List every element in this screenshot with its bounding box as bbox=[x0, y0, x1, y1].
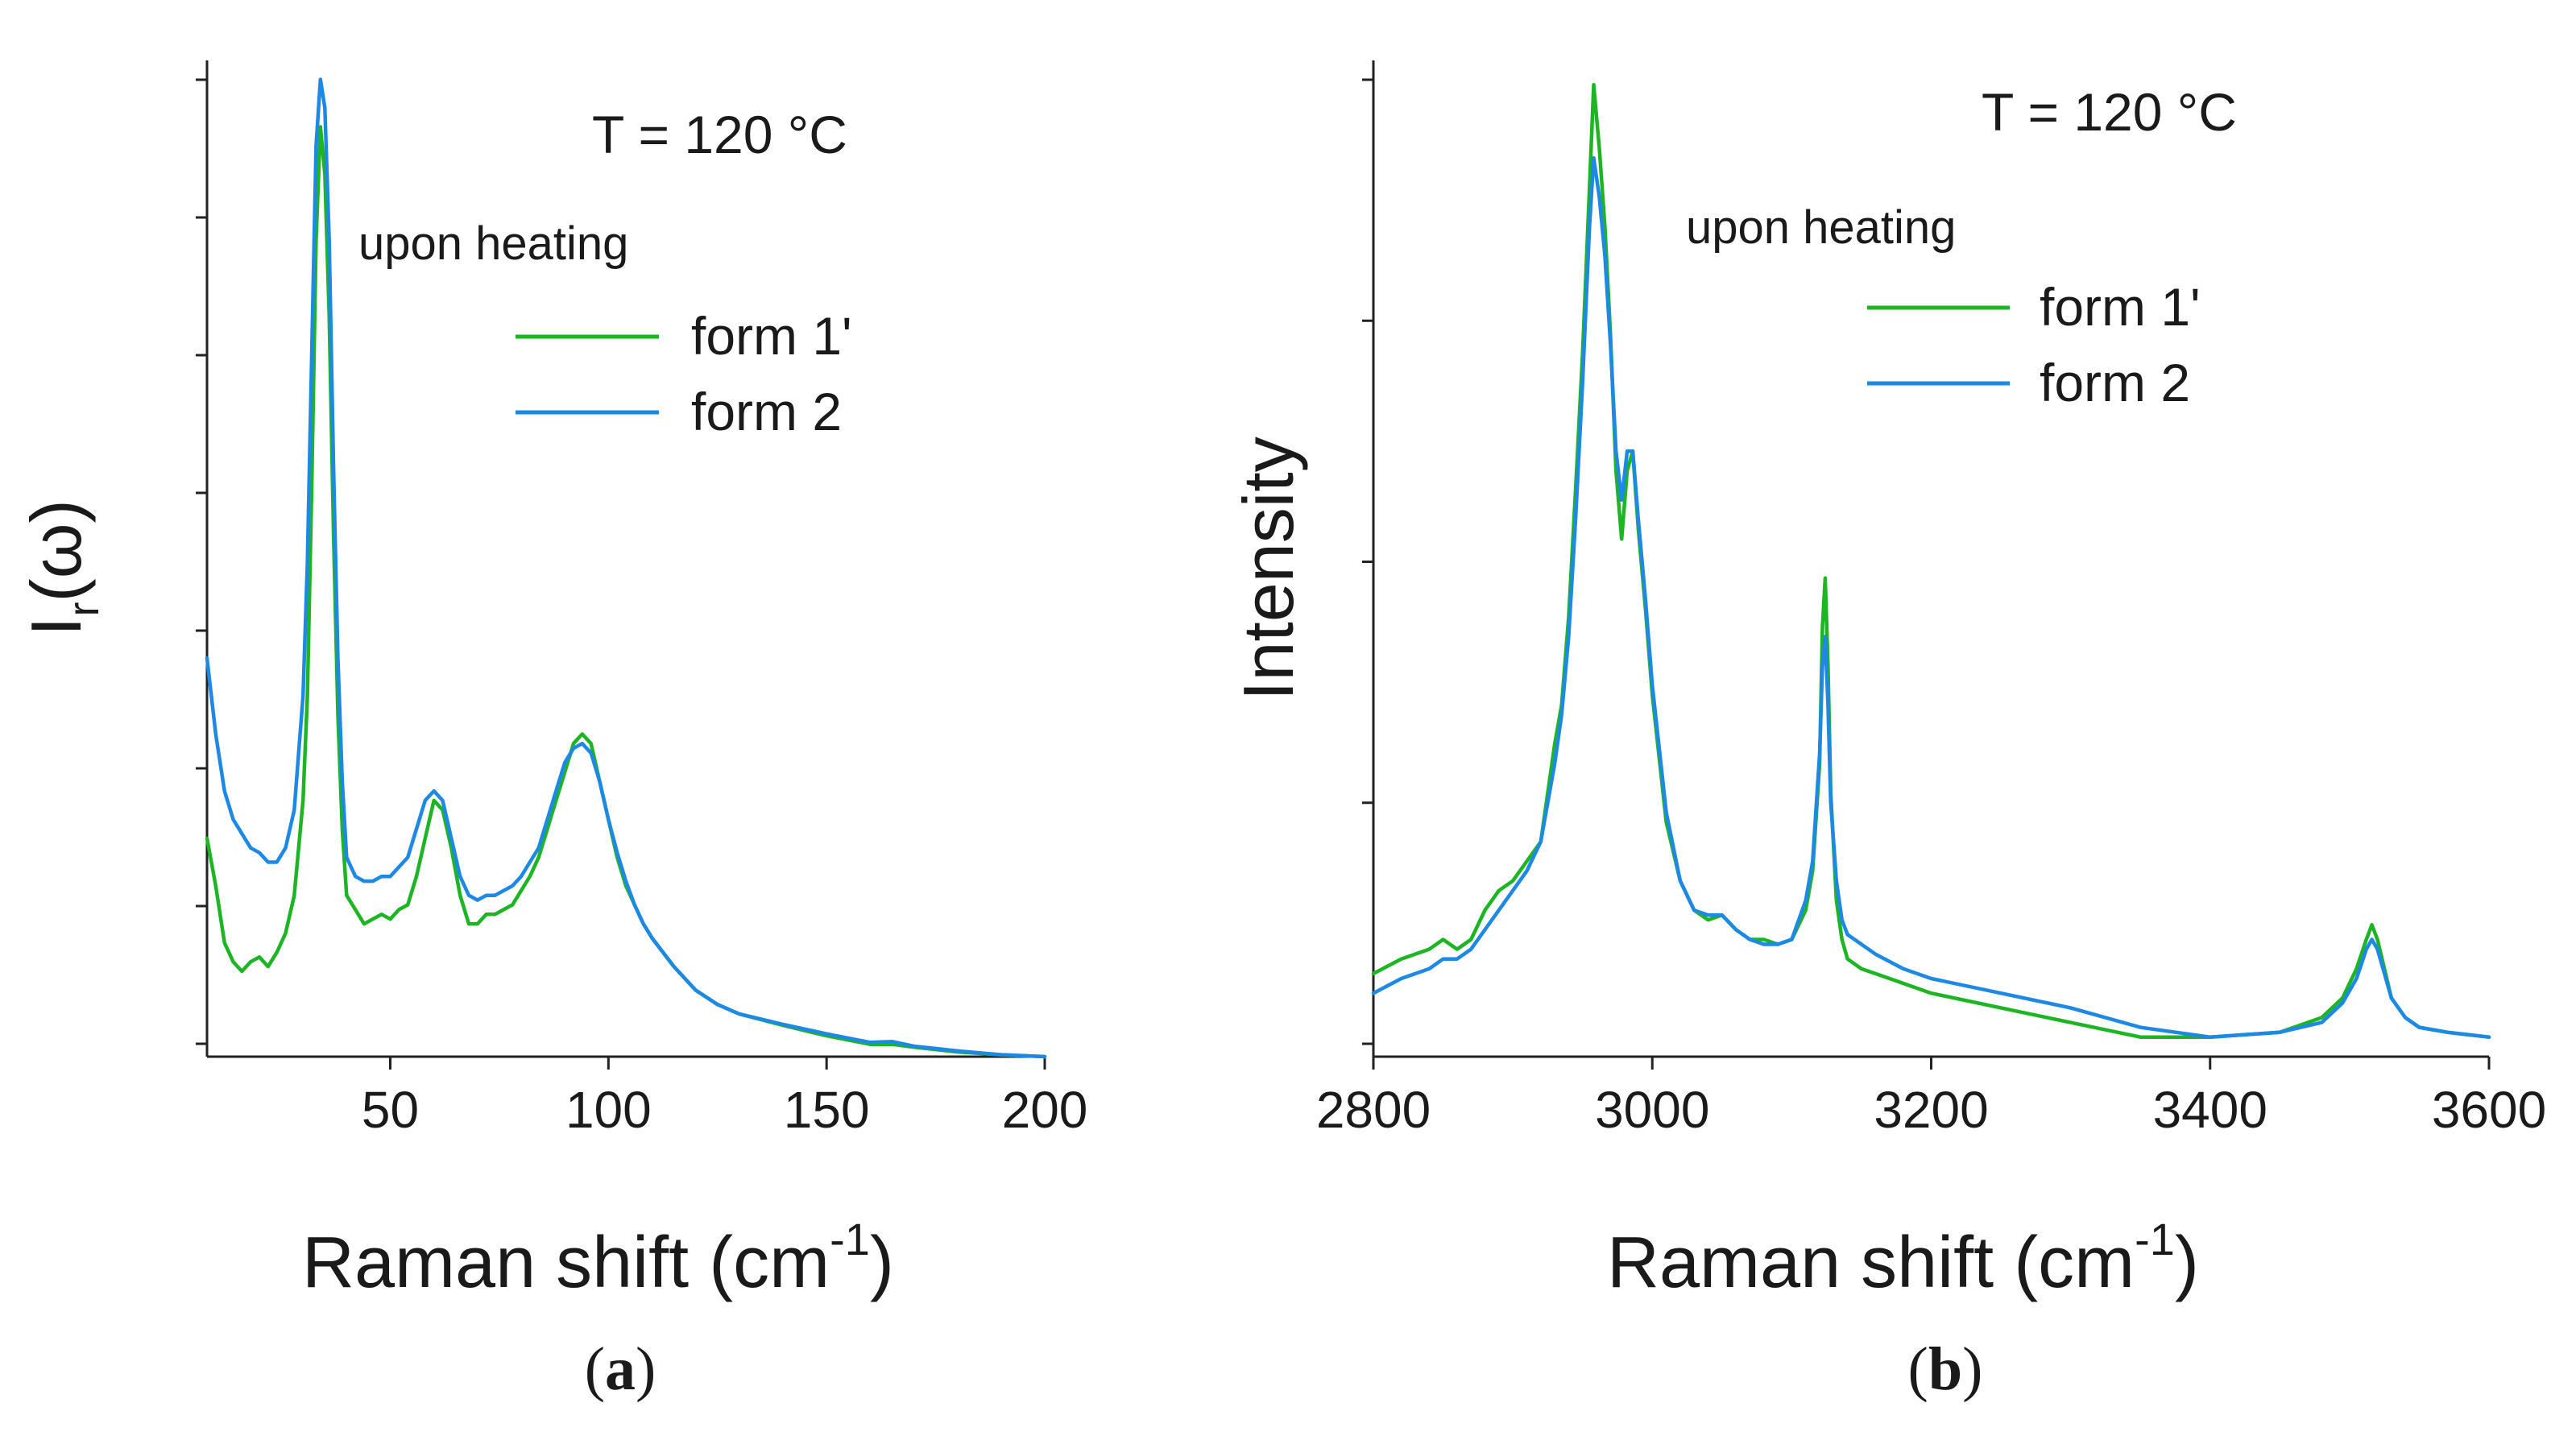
panel-b-x-axis-title-superscript: -1 bbox=[2135, 1214, 2175, 1264]
panel-a-y-axis-title-subscript: r bbox=[60, 602, 108, 617]
panel-a-x-axis-title-main: Raman shift (cm bbox=[302, 1223, 830, 1303]
panel-a-y-axis-title-tail: (ω) bbox=[16, 499, 96, 602]
panel-b-x-axis-title: Raman shift (cm-1) bbox=[1607, 1214, 2199, 1303]
panel-a-series bbox=[205, 77, 1047, 1059]
panel-b-x-tick-label: 3600 bbox=[2432, 1081, 2546, 1139]
panel-b-caption-letter: b bbox=[1928, 1335, 1962, 1403]
panel-b-x-tick-label: 3200 bbox=[1874, 1081, 1988, 1139]
panel-b-x-tick-label: 3000 bbox=[1595, 1081, 1709, 1139]
panel-a-x-tick-label: 100 bbox=[565, 1081, 652, 1139]
panel-a-legend: form 1' form 2 bbox=[516, 306, 852, 441]
panel-a-legend-label-form-1: form 1' bbox=[691, 306, 852, 366]
panel-a-x-tick-label: 50 bbox=[362, 1081, 419, 1139]
panel-b-y-axis-title: Intensity bbox=[1228, 437, 1308, 701]
panel-a-x-tick-label: 200 bbox=[1002, 1081, 1088, 1139]
panel-b-temperature-annotation: T = 120 °C bbox=[1982, 82, 2237, 142]
panel-a-temperature-annotation: T = 120 °C bbox=[592, 105, 847, 164]
panel-a-y-axis-title: Ir(ω) bbox=[16, 499, 108, 636]
chart-panel-a: 50 100 150 200 T = 120 °C upon heating form… bbox=[16, 60, 1087, 1403]
panel-b-caption: (b) bbox=[1908, 1335, 1983, 1403]
panel-a-caption: (a) bbox=[585, 1335, 656, 1403]
panel-a-x-axis-title-tail: ) bbox=[870, 1223, 894, 1303]
panel-b-x-tick-label: 3400 bbox=[2153, 1081, 2267, 1139]
panel-a-caption-letter: a bbox=[605, 1335, 636, 1403]
panel-b-series-line-form-2 bbox=[1371, 156, 2491, 1039]
chart-panel-b: 2800 3000 3200 3400 3600 T = 120 °C upon hea… bbox=[1228, 60, 2546, 1403]
panel-b-axes: 2800 3000 3200 3400 3600 bbox=[1316, 60, 2546, 1139]
panel-a-legend-label-form-2: form 2 bbox=[691, 382, 842, 441]
panel-b-x-tick-label: 2800 bbox=[1316, 1081, 1431, 1139]
panel-a-x-axis-title: Raman shift (cm-1) bbox=[302, 1214, 894, 1303]
panel-b-x-axis-title-main: Raman shift (cm bbox=[1607, 1223, 2135, 1303]
panel-b-x-axis-title-tail: ) bbox=[2175, 1223, 2199, 1303]
panel-b-legend-label-form-2: form 2 bbox=[2040, 353, 2190, 412]
panel-a-series-line-form-2 bbox=[205, 77, 1047, 1059]
panel-b-series bbox=[1371, 83, 2491, 1039]
panel-b-heating-annotation: upon heating bbox=[1686, 201, 1956, 254]
panel-a-y-axis-title-main: I bbox=[16, 617, 96, 636]
panel-a-x-axis-title-superscript: -1 bbox=[830, 1214, 870, 1264]
panel-a-heating-annotation: upon heating bbox=[358, 217, 628, 270]
panel-a-axes: 50 100 150 200 bbox=[196, 60, 1087, 1139]
panel-b-legend: form 1' form 2 bbox=[1867, 277, 2201, 412]
panel-a-x-tick-label: 150 bbox=[784, 1081, 870, 1139]
panel-b-legend-label-form-1: form 1' bbox=[2040, 277, 2201, 337]
